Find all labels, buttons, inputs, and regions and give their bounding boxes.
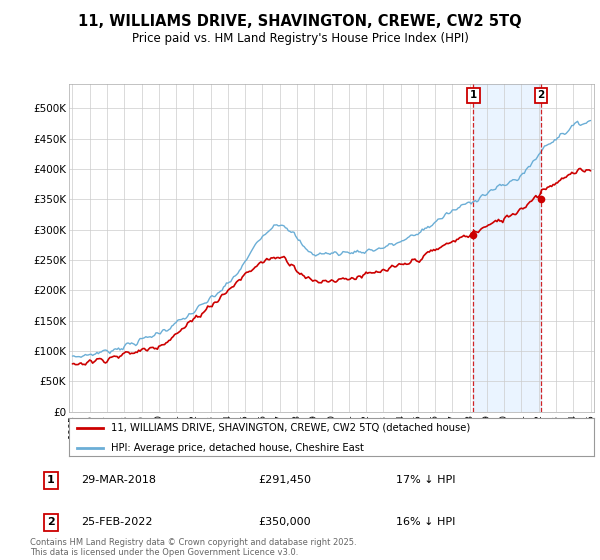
Text: Price paid vs. HM Land Registry's House Price Index (HPI): Price paid vs. HM Land Registry's House … (131, 32, 469, 45)
Bar (473, 84, 541, 412)
Text: 11, WILLIAMS DRIVE, SHAVINGTON, CREWE, CW2 5TQ: 11, WILLIAMS DRIVE, SHAVINGTON, CREWE, C… (78, 14, 522, 29)
Text: £291,450: £291,450 (258, 475, 311, 485)
Text: 2: 2 (537, 91, 544, 100)
Text: £350,000: £350,000 (258, 517, 311, 527)
Text: Contains HM Land Registry data © Crown copyright and database right 2025.
This d: Contains HM Land Registry data © Crown c… (30, 538, 356, 557)
Text: 2: 2 (47, 517, 55, 527)
Text: 1: 1 (47, 475, 55, 485)
Text: 16% ↓ HPI: 16% ↓ HPI (396, 517, 455, 527)
Text: 25-FEB-2022: 25-FEB-2022 (81, 517, 152, 527)
Text: 1: 1 (470, 91, 477, 100)
Text: HPI: Average price, detached house, Cheshire East: HPI: Average price, detached house, Ches… (111, 443, 364, 453)
Text: 29-MAR-2018: 29-MAR-2018 (81, 475, 156, 485)
Text: 17% ↓ HPI: 17% ↓ HPI (396, 475, 455, 485)
Text: 11, WILLIAMS DRIVE, SHAVINGTON, CREWE, CW2 5TQ (detached house): 11, WILLIAMS DRIVE, SHAVINGTON, CREWE, C… (111, 423, 470, 433)
